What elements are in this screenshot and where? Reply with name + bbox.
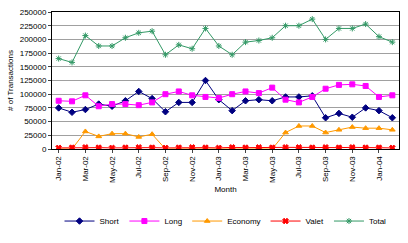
svg-text:Jan-02: Jan-02 (54, 156, 63, 181)
svg-text:Mar-03: Mar-03 (241, 156, 250, 182)
svg-text:200000: 200000 (20, 35, 47, 44)
svg-text:50000: 50000 (24, 117, 47, 126)
svg-text:225000: 225000 (20, 22, 47, 31)
svg-text:Total: Total (369, 217, 386, 226)
svg-text:Nov-03: Nov-03 (348, 156, 357, 182)
svg-text:Sep-02: Sep-02 (161, 156, 170, 182)
svg-text:Jul-02: Jul-02 (134, 156, 143, 178)
svg-text:125000: 125000 (20, 76, 47, 85)
svg-text:Long: Long (164, 217, 182, 226)
svg-text:Sep-03: Sep-03 (321, 156, 330, 182)
svg-text:Valet: Valet (306, 217, 324, 226)
svg-text:Month: Month (214, 185, 236, 194)
svg-text:75000: 75000 (24, 104, 47, 113)
svg-text:Jan-04: Jan-04 (375, 156, 384, 181)
svg-text:May-03: May-03 (268, 156, 277, 183)
svg-text:Jan-03: Jan-03 (214, 156, 223, 181)
svg-text:# of Transactions: # of Transactions (6, 50, 15, 111)
svg-text:Economy: Economy (227, 217, 260, 226)
svg-text:Nov-02: Nov-02 (188, 156, 197, 182)
svg-text:100000: 100000 (20, 90, 47, 99)
svg-text:175000: 175000 (20, 49, 47, 58)
svg-text:150000: 150000 (20, 63, 47, 72)
svg-text:Mar-02: Mar-02 (81, 156, 90, 182)
svg-text:Short: Short (100, 217, 120, 226)
svg-text:250000: 250000 (20, 8, 47, 17)
svg-text:0: 0 (42, 145, 47, 154)
svg-text:May-02: May-02 (108, 156, 117, 183)
svg-text:25000: 25000 (24, 131, 47, 140)
svg-text:Jul-03: Jul-03 (295, 156, 304, 178)
